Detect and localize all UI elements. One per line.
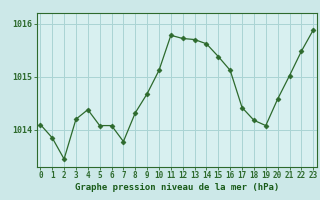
X-axis label: Graphe pression niveau de la mer (hPa): Graphe pression niveau de la mer (hPa) <box>75 183 279 192</box>
